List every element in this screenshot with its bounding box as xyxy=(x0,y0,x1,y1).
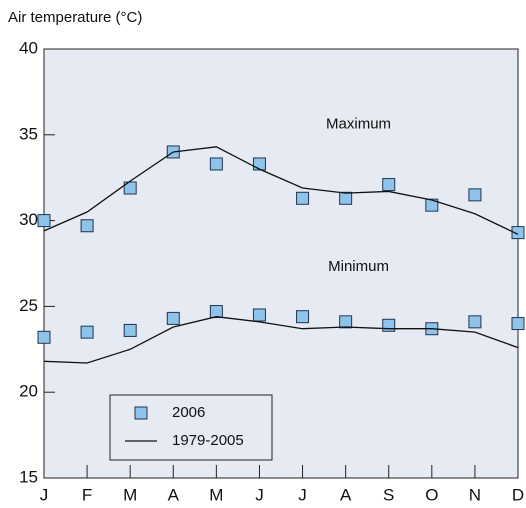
marker-maximum xyxy=(468,188,482,202)
marker-minimum xyxy=(123,323,137,337)
line-minimum xyxy=(43,316,519,364)
marker-maximum xyxy=(382,178,396,192)
y-tick-label: 15 xyxy=(19,467,38,486)
annotation: Minimum xyxy=(328,258,389,275)
marker-minimum xyxy=(511,317,525,331)
marker-minimum xyxy=(209,305,223,319)
y-tick-label: 25 xyxy=(19,296,38,315)
y-tick-label: 40 xyxy=(19,38,38,57)
marker-maximum xyxy=(425,198,439,212)
marker-maximum xyxy=(339,191,353,205)
y-tick-label: 20 xyxy=(19,382,38,401)
x-tick-label: O xyxy=(425,485,438,504)
annotation: Maximum xyxy=(326,115,391,132)
marker-maximum xyxy=(37,214,51,228)
legend-label: 1979-2005 xyxy=(172,432,244,449)
marker-maximum xyxy=(296,191,310,205)
legend-swatch xyxy=(134,406,148,420)
legend-label: 2006 xyxy=(172,404,205,421)
marker-minimum xyxy=(166,311,180,325)
marker-maximum xyxy=(123,181,137,195)
marker-minimum xyxy=(252,308,266,322)
y-tick-label: 30 xyxy=(19,210,38,229)
x-tick-label: J xyxy=(298,485,307,504)
x-tick-label: M xyxy=(209,485,223,504)
marker-maximum xyxy=(209,157,223,171)
marker-maximum xyxy=(80,219,94,233)
marker-maximum xyxy=(511,226,525,240)
marker-maximum xyxy=(252,157,266,171)
x-tick-label: M xyxy=(123,485,137,504)
marker-minimum xyxy=(37,330,51,344)
marker-minimum xyxy=(339,315,353,329)
y-axis-label: Air temperature (°C) xyxy=(8,9,142,26)
marker-minimum xyxy=(382,318,396,332)
y-tick-label: 35 xyxy=(19,124,38,143)
line-maximum xyxy=(43,146,519,235)
x-tick-label: S xyxy=(383,485,394,504)
x-tick-label: A xyxy=(340,485,352,504)
x-tick-label: J xyxy=(40,485,49,504)
marker-minimum xyxy=(468,315,482,329)
marker-minimum xyxy=(296,310,310,324)
x-tick-label: J xyxy=(255,485,264,504)
legend xyxy=(109,394,273,461)
x-tick-label: D xyxy=(512,485,524,504)
marker-minimum xyxy=(80,325,94,339)
x-tick-label: A xyxy=(168,485,180,504)
x-tick-label: N xyxy=(469,485,481,504)
x-tick-label: F xyxy=(82,485,92,504)
